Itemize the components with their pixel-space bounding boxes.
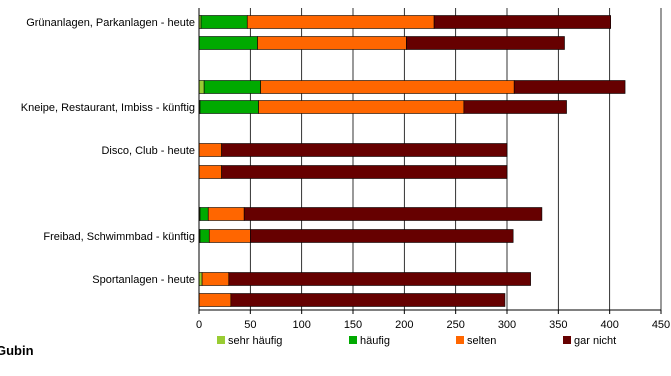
- bar-segment: [230, 293, 506, 307]
- legend-swatch: [456, 336, 464, 344]
- bar-segment: [203, 80, 261, 94]
- bar-segment: [198, 80, 205, 94]
- bar-segment: [257, 36, 407, 50]
- bar-segment: [208, 229, 251, 243]
- bar-segment: [221, 143, 508, 157]
- bar-segment: [199, 229, 210, 243]
- category-label: Disco, Club - heute: [101, 145, 195, 157]
- bar-segment: [406, 36, 565, 50]
- bar-segment: [198, 143, 222, 157]
- bar-segment: [260, 80, 515, 94]
- bar-segment: [200, 15, 248, 29]
- x-tick-label: 150: [344, 319, 362, 331]
- bar-segment: [250, 229, 514, 243]
- bar-segment: [199, 100, 259, 114]
- bar-segment: [433, 15, 611, 29]
- bar-segment: [198, 293, 232, 307]
- category-label: Freibad, Schwimmbad - künftig: [43, 231, 195, 243]
- bar-segment: [199, 207, 209, 221]
- x-tick-label: 50: [244, 319, 256, 331]
- category-label: Grünanlagen, Parkanlagen - heute: [26, 17, 195, 29]
- legend-swatch: [217, 336, 225, 344]
- legend-label: selten: [467, 335, 496, 347]
- category-label: Kneipe, Restaurant, Imbiss - künftig: [21, 102, 195, 114]
- category-labels: Grünanlagen, Parkanlagen - heute Kneipe, …: [21, 17, 195, 286]
- bar-segment: [221, 165, 508, 179]
- category-label: Sportanlagen - heute: [92, 274, 195, 286]
- bar-segment: [198, 165, 222, 179]
- gridlines: [249, 8, 662, 310]
- bar-segment: [463, 100, 567, 114]
- footer-text: Gubin: [0, 343, 34, 358]
- legend-swatch: [563, 336, 571, 344]
- legend-swatch: [349, 336, 357, 344]
- bar-segment: [243, 207, 543, 221]
- x-tick-label: 400: [600, 319, 618, 331]
- x-tick-label: 100: [292, 319, 310, 331]
- bar-segment: [207, 207, 245, 221]
- legend-label: häufig: [360, 335, 390, 347]
- x-tick-label: 0: [196, 319, 202, 331]
- legend-label: sehr häufig: [228, 335, 282, 347]
- bar-segment: [201, 272, 230, 286]
- x-tick-label: 250: [446, 319, 464, 331]
- legend-label: gar nicht: [574, 335, 616, 347]
- bar-segment: [246, 15, 435, 29]
- bar-segment: [513, 80, 626, 94]
- legend: sehr häufig häufig selten gar nicht: [217, 335, 616, 347]
- bar-segment: [258, 100, 465, 114]
- axis-lines: [198, 8, 661, 311]
- x-tick-label: 300: [498, 319, 516, 331]
- bar-segments: [198, 15, 626, 307]
- x-tick-labels: 0 50 100 150 200 250 300 350 400 450: [196, 310, 670, 331]
- x-tick-label: 450: [652, 319, 670, 331]
- bar-segment: [198, 36, 258, 50]
- bar-segment: [228, 272, 531, 286]
- x-tick-label: 200: [395, 319, 413, 331]
- x-tick-label: 350: [549, 319, 567, 331]
